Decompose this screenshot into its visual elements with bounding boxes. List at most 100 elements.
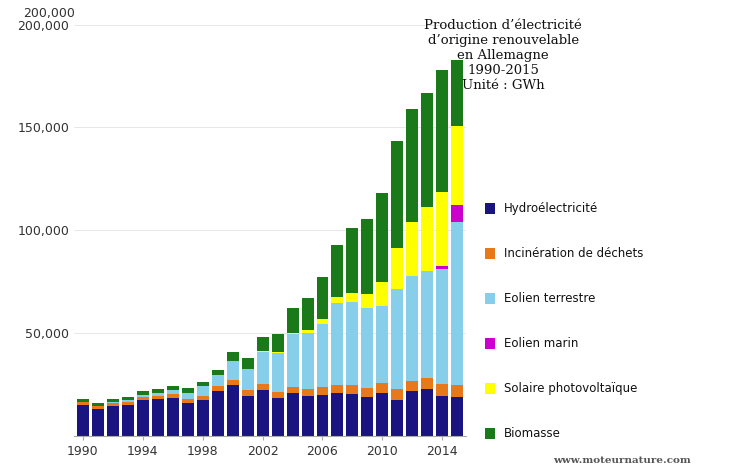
Bar	[361, 219, 374, 294]
Bar	[406, 109, 418, 222]
Bar	[332, 303, 343, 384]
Bar	[137, 400, 149, 436]
Bar	[391, 389, 403, 400]
Bar	[122, 397, 134, 401]
Bar	[377, 383, 389, 393]
Bar	[361, 388, 374, 397]
Bar	[197, 386, 209, 396]
Bar	[301, 332, 314, 389]
Bar	[437, 384, 448, 395]
Bar	[421, 389, 433, 436]
Text: Solaire photovoltaïque: Solaire photovoltaïque	[504, 382, 637, 395]
Bar	[152, 396, 164, 400]
Bar	[212, 370, 223, 375]
Bar	[332, 297, 343, 303]
Bar	[451, 126, 463, 205]
Bar	[286, 333, 298, 334]
Bar	[437, 192, 448, 266]
Bar	[346, 293, 358, 302]
Bar	[317, 324, 329, 387]
Bar	[272, 392, 283, 398]
Bar	[257, 390, 269, 436]
Bar	[77, 402, 89, 405]
Bar	[451, 205, 463, 222]
Bar	[122, 401, 134, 405]
Bar	[122, 405, 134, 436]
Text: Production d’électricité
d’origine renouvelable
en Allemagne
1990-2015
Unité : G: Production d’électricité d’origine renou…	[424, 19, 582, 92]
Bar	[152, 392, 164, 396]
Bar	[317, 319, 329, 324]
Bar	[346, 385, 358, 394]
Bar	[77, 405, 89, 436]
Bar	[182, 393, 194, 399]
Bar	[137, 391, 149, 395]
Text: 200,000: 200,000	[24, 8, 75, 20]
Bar	[197, 396, 209, 400]
Bar	[406, 381, 418, 391]
Bar	[286, 334, 298, 387]
Bar	[451, 385, 463, 397]
Bar	[107, 402, 119, 403]
Bar	[332, 393, 343, 436]
Bar	[226, 352, 239, 361]
Bar	[212, 375, 223, 386]
Text: Eolien terrestre: Eolien terrestre	[504, 292, 596, 305]
Bar	[451, 222, 463, 385]
Bar	[437, 70, 448, 192]
Bar	[272, 398, 283, 436]
Bar	[317, 387, 329, 395]
Bar	[137, 395, 149, 397]
Bar	[107, 403, 119, 406]
Bar	[257, 337, 269, 351]
Bar	[166, 390, 179, 394]
Bar	[406, 222, 418, 276]
Bar	[391, 289, 403, 389]
Bar	[391, 400, 403, 436]
Bar	[332, 245, 343, 297]
Bar	[92, 409, 104, 436]
Bar	[317, 395, 329, 436]
Bar	[286, 308, 298, 333]
Bar	[451, 397, 463, 436]
Bar	[301, 330, 314, 332]
Text: Hydroélectricité: Hydroélectricité	[504, 202, 598, 215]
Bar	[212, 386, 223, 391]
Bar	[361, 294, 374, 308]
Bar	[166, 394, 179, 398]
Bar	[377, 393, 389, 436]
Bar	[197, 382, 209, 386]
Bar	[346, 228, 358, 293]
Bar	[77, 399, 89, 402]
Text: Biomasse: Biomasse	[504, 427, 561, 440]
Bar	[437, 269, 448, 384]
Bar	[182, 388, 194, 393]
Bar	[166, 386, 179, 390]
Bar	[226, 385, 239, 436]
Bar	[421, 378, 433, 389]
Bar	[92, 402, 104, 406]
Bar	[197, 400, 209, 436]
Bar	[332, 384, 343, 393]
Bar	[242, 357, 254, 369]
Bar	[242, 391, 254, 396]
Text: Incinération de déchets: Incinération de déchets	[504, 247, 643, 260]
Bar	[92, 406, 104, 409]
Bar	[361, 308, 374, 388]
Bar	[346, 394, 358, 436]
Bar	[377, 282, 389, 306]
Bar	[406, 391, 418, 436]
Bar	[421, 207, 433, 271]
Bar	[286, 393, 298, 436]
Bar	[226, 361, 239, 380]
Bar	[421, 93, 433, 207]
Bar	[301, 389, 314, 395]
Bar	[437, 395, 448, 436]
Text: www.moteurnature.com: www.moteurnature.com	[553, 456, 690, 465]
Bar	[377, 306, 389, 383]
Bar	[451, 60, 463, 126]
Bar	[272, 353, 283, 392]
Bar	[137, 397, 149, 400]
Bar	[301, 395, 314, 436]
Bar	[301, 298, 314, 330]
Bar	[166, 398, 179, 436]
